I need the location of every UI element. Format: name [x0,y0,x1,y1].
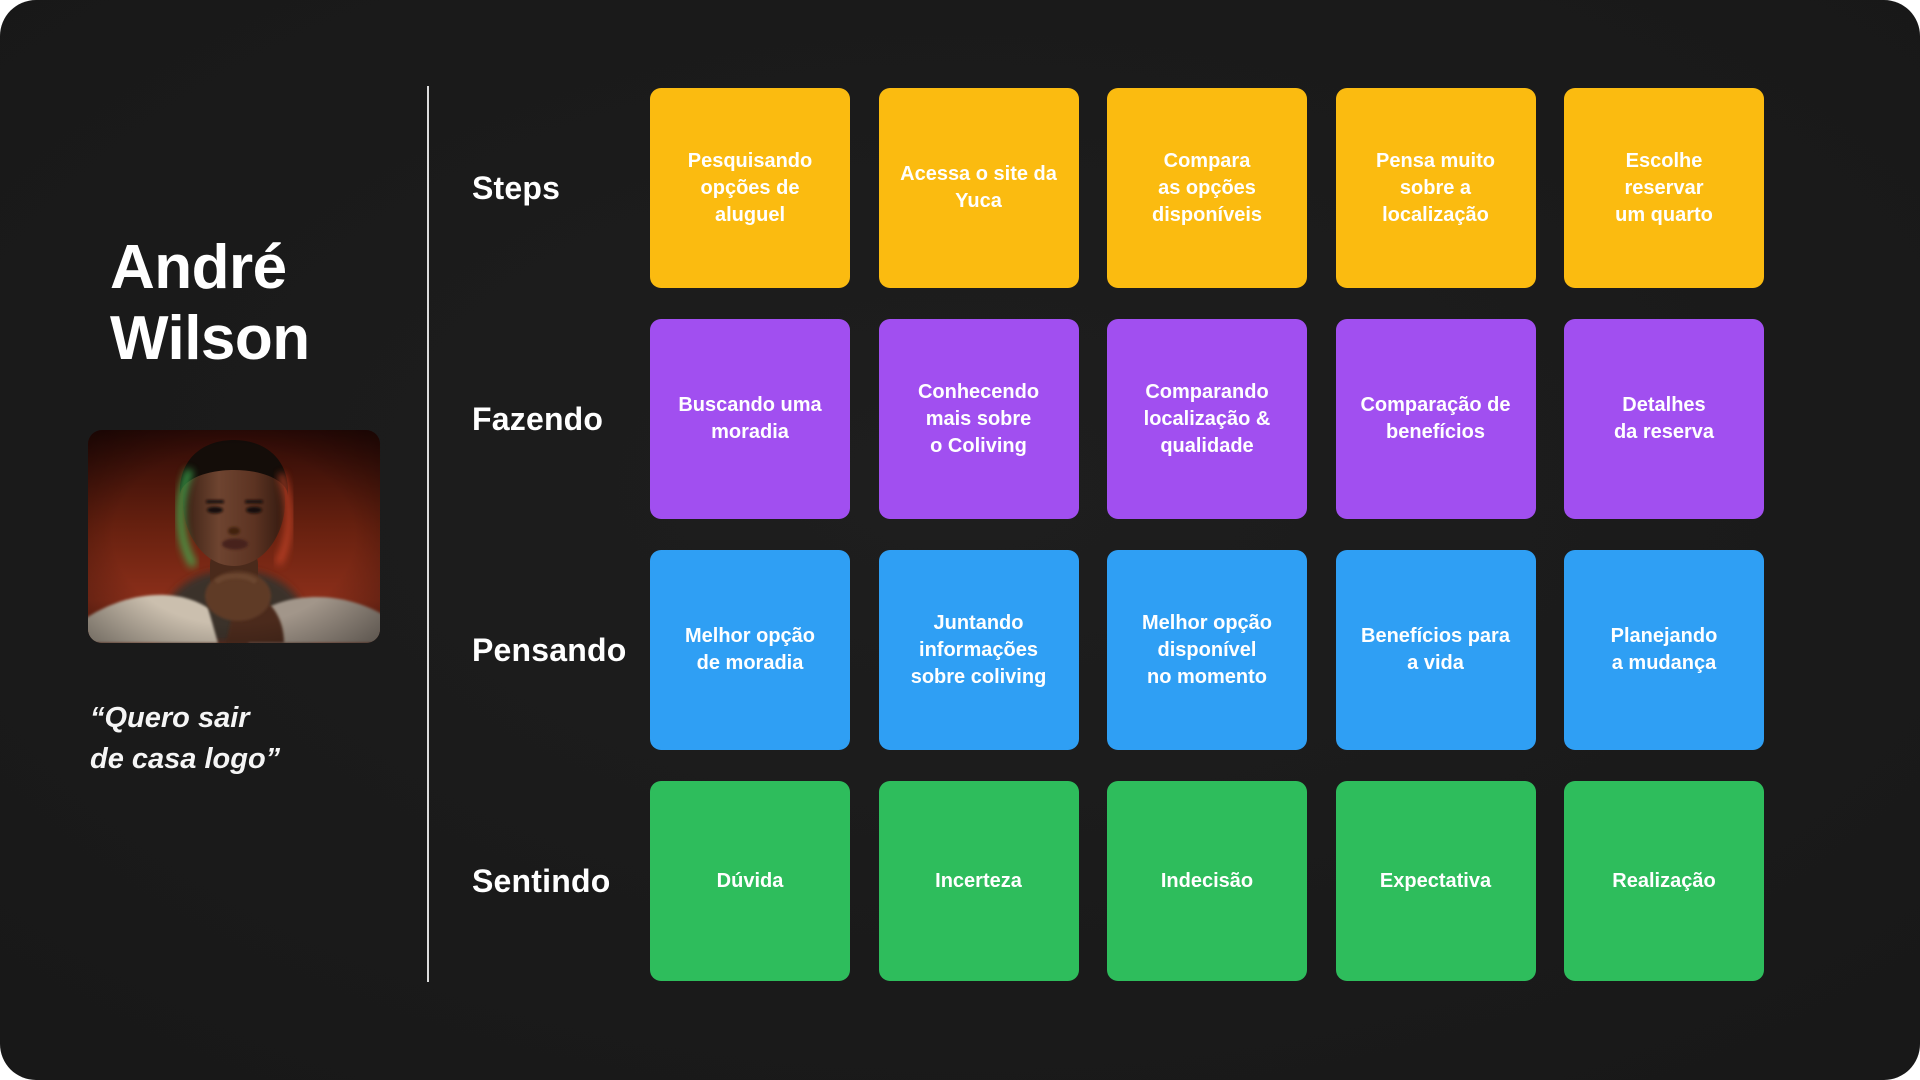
card-fazendo-2[interactable]: Conhecendo mais sobre o Coliving [878,319,1079,519]
card-sentindo-1[interactable]: Dúvida [650,781,850,981]
persona-name: André Wilson [110,233,310,373]
card-fazendo-4[interactable]: Comparação de benefícios [1335,319,1536,519]
card-steps-4[interactable]: Pensa muito sobre a localização [1335,88,1536,288]
card-fazendo-3[interactable]: Comparando localização & qualidade [1107,319,1307,519]
divider-line [427,86,429,982]
cards-sentindo: Dúvida Incerteza Indecisão Expectativa R… [650,781,1764,981]
cards-fazendo: Buscando uma moradia Conhecendo mais sob… [650,319,1764,519]
row-label-fazendo: Fazendo [472,400,604,437]
card-pensando-3[interactable]: Melhor opção disponível no momento [1107,550,1307,750]
card-steps-2[interactable]: Acessa o site da Yuca [878,88,1079,288]
card-fazendo-1[interactable]: Buscando uma moradia [650,319,850,519]
persona-quote: “Quero sair de casa logo” [90,702,281,775]
row-label-sentindo: Sentindo [472,862,611,899]
card-sentindo-5[interactable]: Realização [1564,781,1764,981]
card-steps-3[interactable]: Compara as opções disponíveis [1107,88,1307,288]
row-pensando: Pensando Melhor opção de moradia Juntand… [472,550,1764,750]
card-pensando-1[interactable]: Melhor opção de moradia [650,550,850,750]
card-sentindo-4[interactable]: Expectativa [1335,781,1536,981]
card-fazendo-5[interactable]: Detalhes da reserva [1564,319,1764,519]
card-steps-1[interactable]: Pesquisando opções de aluguel [650,88,850,288]
row-sentindo: Sentindo Dúvida Incerteza Indecisão Expe… [472,781,1764,981]
card-sentindo-3[interactable]: Indecisão [1107,781,1307,981]
portrait-image [88,430,380,643]
row-steps: Steps Pesquisando opções de aluguel Aces… [472,88,1764,288]
row-label-steps: Steps [472,169,561,206]
cards-steps: Pesquisando opções de aluguel Acessa o s… [650,88,1764,288]
card-steps-5[interactable]: Escolhe reservar um quarto [1564,88,1764,288]
row-label-pensando: Pensando [472,631,627,668]
cards-pensando: Melhor opção de moradia Juntando informa… [650,550,1764,750]
persona-photo [88,430,380,643]
row-fazendo: Fazendo Buscando uma moradia Conhecendo … [472,319,1764,519]
card-pensando-5[interactable]: Planejando a mudança [1564,550,1764,750]
card-pensando-4[interactable]: Benefícios para a vida [1335,550,1536,750]
card-pensando-2[interactable]: Juntando informações sobre coliving [878,550,1079,750]
card-sentindo-2[interactable]: Incerteza [878,781,1079,981]
